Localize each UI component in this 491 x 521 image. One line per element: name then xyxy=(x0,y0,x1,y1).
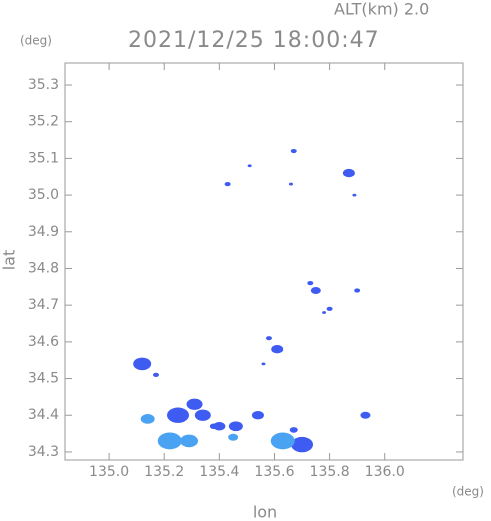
echo xyxy=(261,362,266,366)
plot-frame xyxy=(64,62,464,461)
y-tick-label: 35.0 xyxy=(28,187,59,203)
y-tick-label: 34.3 xyxy=(28,444,59,460)
echo xyxy=(152,372,159,377)
echo xyxy=(133,357,152,371)
echo xyxy=(271,344,284,354)
x-tick-label: 135.8 xyxy=(310,464,350,480)
echo xyxy=(310,286,321,294)
echo xyxy=(140,414,155,424)
echo xyxy=(342,168,355,178)
echo xyxy=(354,288,361,293)
x-tick-label: 135.6 xyxy=(254,464,294,480)
echo xyxy=(251,411,264,420)
y-axis-label: lat xyxy=(0,250,19,271)
x-tick-label: 136.0 xyxy=(365,464,405,480)
y-tick-label: 34.5 xyxy=(28,371,59,387)
y-tick-label: 34.7 xyxy=(28,297,59,313)
echo xyxy=(194,409,211,421)
y-tick-label: 35.2 xyxy=(28,114,59,130)
echo xyxy=(265,336,272,341)
echo xyxy=(209,423,218,430)
altitude-label: ALT(km) 2.0 xyxy=(334,0,429,19)
x-tick-label: 135.4 xyxy=(199,464,239,480)
y-tick-label: 34.4 xyxy=(28,407,59,423)
y-tick-label: 35.1 xyxy=(28,150,59,166)
echo xyxy=(270,432,295,450)
echo xyxy=(186,398,203,410)
echo xyxy=(352,193,357,197)
y-tick-label: 35.3 xyxy=(28,77,59,93)
y-unit: (deg) xyxy=(20,34,52,48)
echo xyxy=(247,164,252,168)
echo xyxy=(180,434,199,448)
echo xyxy=(224,181,231,187)
echo xyxy=(322,311,327,314)
x-tick-label: 135.0 xyxy=(89,464,129,480)
echo xyxy=(360,411,371,419)
echo xyxy=(289,427,298,433)
x-tick-label: 135.2 xyxy=(144,464,184,480)
y-tick-label: 34.8 xyxy=(28,260,59,276)
x-axis-label: lon xyxy=(253,503,277,521)
echo xyxy=(228,433,239,441)
echo xyxy=(167,407,190,423)
echo xyxy=(157,432,182,450)
echo xyxy=(290,148,297,154)
echo xyxy=(228,421,243,432)
y-tick-label: 34.6 xyxy=(28,334,59,350)
echo xyxy=(291,436,314,453)
x-unit: (deg) xyxy=(452,485,484,499)
echo xyxy=(307,281,314,286)
chart-title: 2021/12/25 18:00:47 xyxy=(128,28,380,53)
echo xyxy=(289,182,294,186)
echo xyxy=(326,306,333,311)
y-tick-label: 34.9 xyxy=(28,224,59,240)
